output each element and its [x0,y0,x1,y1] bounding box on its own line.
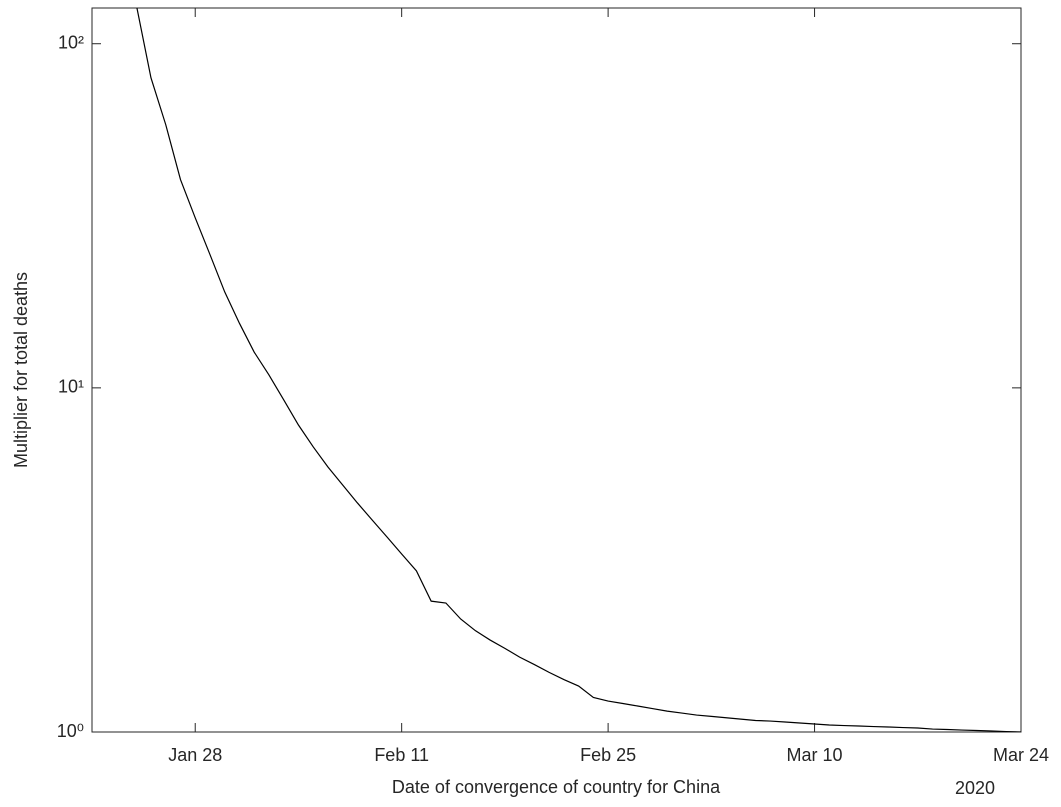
x-tick-label: Mar 24 [993,745,1049,765]
y-tick-label: 10⁰ [57,721,84,741]
plot-area [136,8,1021,732]
y-tick-label: 10² [58,32,84,52]
plot-frame [91,7,1022,733]
x-tick-label: Feb 11 [374,745,429,765]
x-tick-label: Feb 25 [580,745,636,765]
x-tick-label: Mar 10 [787,745,843,765]
y-axis-label: Multiplier for total deaths [11,272,31,468]
x-tick-label: Jan 28 [168,745,222,765]
y-tick-label: 10¹ [58,377,84,397]
x-year-label: 2020 [955,778,995,798]
data-line [136,8,1021,732]
x-axis-label: Date of convergence of country for China [392,777,721,797]
